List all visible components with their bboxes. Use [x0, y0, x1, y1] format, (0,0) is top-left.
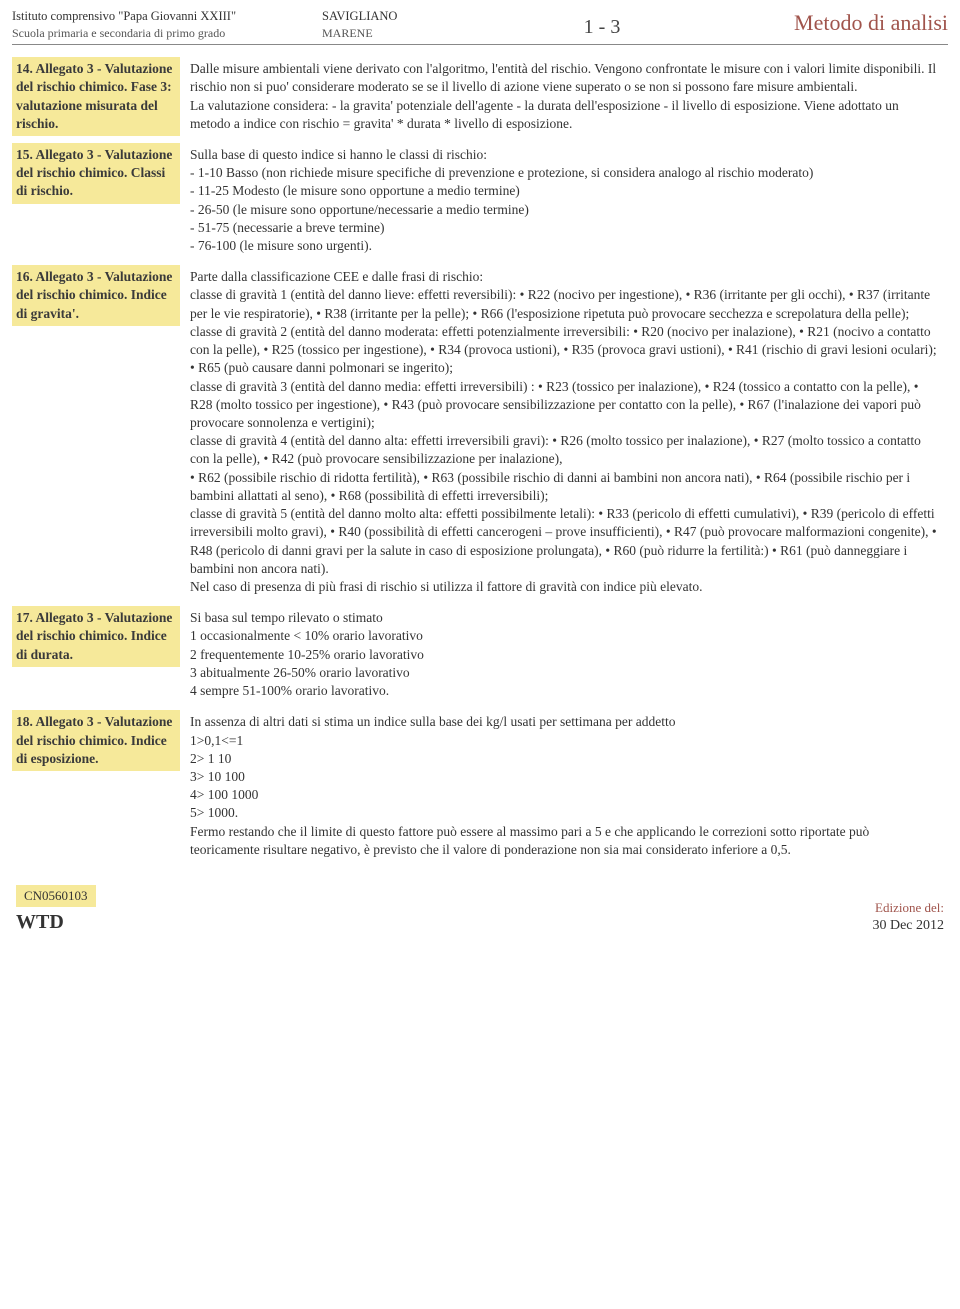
footer-wtd: WTD [16, 909, 96, 936]
footer-left: CN0560103 WTD [16, 885, 96, 936]
row-desc: Sulla base di questo indice si hanno le … [180, 143, 948, 263]
row-term: 18. Allegato 3 - Valutazione del rischio… [12, 710, 180, 771]
content-row: 16. Allegato 3 - Valutazione del rischio… [12, 265, 948, 604]
header-city: SAVIGLIANO [322, 8, 502, 25]
edition-date: 30 Dec 2012 [872, 917, 944, 936]
row-desc: Dalle misure ambientali viene derivato c… [180, 57, 948, 141]
page-footer: CN0560103 WTD Edizione del: 30 Dec 2012 [12, 885, 948, 936]
page-title: Metodo di analisi [702, 8, 948, 41]
institute-name: Istituto comprensivo "Papa Giovanni XXII… [12, 8, 322, 25]
edition-label: Edizione del: [872, 899, 944, 917]
content-row: 18. Allegato 3 - Valutazione del rischio… [12, 710, 948, 867]
header-left: Istituto comprensivo "Papa Giovanni XXII… [12, 8, 322, 41]
row-term: 15. Allegato 3 - Valutazione del rischio… [12, 143, 180, 204]
school-type: Scuola primaria e secondaria di primo gr… [12, 25, 322, 41]
page: Istituto comprensivo "Papa Giovanni XXII… [0, 0, 960, 956]
content-row: 14. Allegato 3 - Valutazione del rischio… [12, 57, 948, 141]
row-desc: Parte dalla classificazione CEE e dalle … [180, 265, 948, 604]
page-number: 1 - 3 [502, 8, 702, 41]
content-rows: 14. Allegato 3 - Valutazione del rischio… [12, 57, 948, 867]
content-row: 15. Allegato 3 - Valutazione del rischio… [12, 143, 948, 263]
content-row: 17. Allegato 3 - Valutazione del rischio… [12, 606, 948, 708]
row-desc: In assenza di altri dati si stima un ind… [180, 710, 948, 867]
row-term: 16. Allegato 3 - Valutazione del rischio… [12, 265, 180, 326]
footer-code: CN0560103 [16, 885, 96, 907]
header-mid: SAVIGLIANO MARENE [322, 8, 502, 41]
page-header: Istituto comprensivo "Papa Giovanni XXII… [12, 8, 948, 45]
row-term: 14. Allegato 3 - Valutazione del rischio… [12, 57, 180, 136]
footer-right: Edizione del: 30 Dec 2012 [872, 899, 944, 935]
header-district: MARENE [322, 25, 502, 41]
row-term: 17. Allegato 3 - Valutazione del rischio… [12, 606, 180, 667]
row-desc: Si basa sul tempo rilevato o stimato 1 o… [180, 606, 948, 708]
